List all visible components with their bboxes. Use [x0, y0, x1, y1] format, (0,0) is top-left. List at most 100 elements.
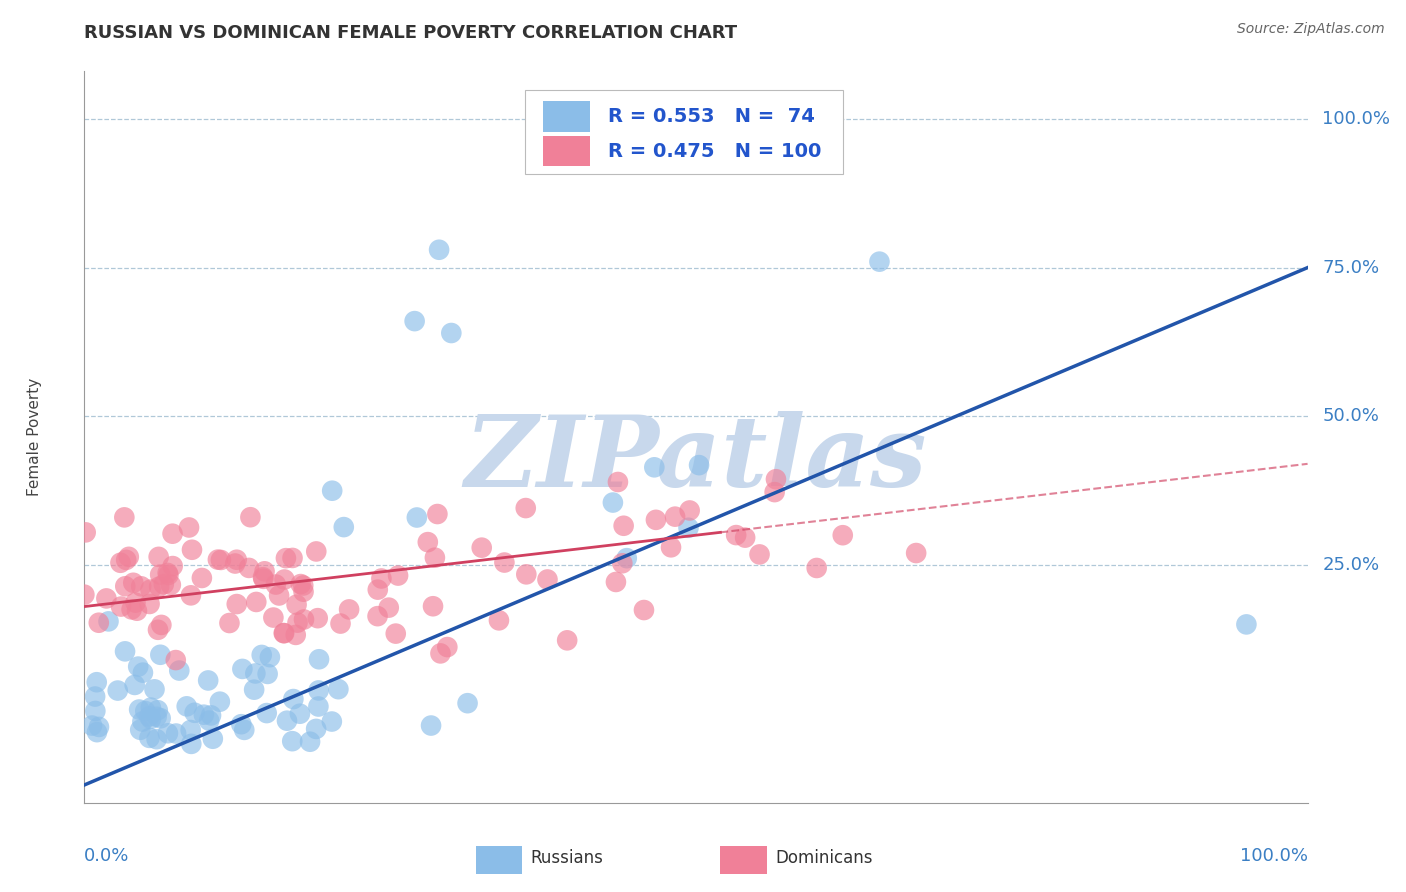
Point	[218, 615, 240, 630]
Point	[307, 611, 329, 625]
Text: ZIPatlas: ZIPatlas	[465, 411, 927, 508]
Point	[152, 577, 174, 591]
Point	[367, 582, 389, 597]
Point	[299, 735, 322, 749]
Point	[748, 548, 770, 562]
Point	[420, 718, 443, 732]
Point	[239, 510, 262, 524]
Point	[256, 667, 278, 681]
Point	[162, 559, 184, 574]
Point	[139, 712, 162, 726]
Point	[200, 708, 222, 723]
Point	[112, 510, 135, 524]
Point	[602, 495, 624, 509]
Point	[328, 682, 350, 697]
Point	[122, 575, 145, 590]
Point	[80, 718, 103, 732]
Point	[292, 612, 315, 626]
Point	[207, 552, 229, 566]
Point	[180, 737, 202, 751]
Point	[269, 589, 291, 603]
Point	[869, 254, 891, 268]
Point	[209, 553, 232, 567]
Point	[75, 525, 97, 540]
Point	[607, 475, 630, 489]
Point	[124, 678, 146, 692]
Point	[180, 723, 202, 737]
Point	[633, 603, 655, 617]
Point	[145, 732, 167, 747]
Point	[110, 599, 132, 614]
Point	[288, 706, 311, 721]
Point	[115, 553, 138, 567]
Text: R = 0.475   N = 100: R = 0.475 N = 100	[607, 142, 821, 161]
Point	[679, 503, 702, 517]
Point	[262, 610, 284, 624]
Point	[96, 591, 118, 606]
Point	[128, 702, 150, 716]
Point	[605, 574, 627, 589]
Point	[274, 551, 297, 566]
Point	[156, 726, 179, 740]
Text: Russians: Russians	[531, 848, 603, 867]
Point	[181, 542, 204, 557]
Point	[763, 485, 786, 500]
Point	[124, 596, 146, 610]
Text: Dominicans: Dominicans	[776, 848, 873, 867]
FancyBboxPatch shape	[543, 102, 589, 132]
Point	[138, 597, 160, 611]
Point	[125, 604, 148, 618]
Point	[197, 673, 219, 688]
Point	[321, 483, 343, 498]
Point	[555, 633, 578, 648]
Point	[725, 528, 748, 542]
Point	[224, 557, 246, 571]
Point	[440, 326, 463, 340]
Text: 75.0%: 75.0%	[1322, 259, 1379, 277]
FancyBboxPatch shape	[720, 846, 766, 874]
Point	[139, 700, 162, 714]
Point	[259, 650, 281, 665]
Point	[488, 613, 510, 627]
Point	[243, 682, 266, 697]
Point	[87, 615, 110, 630]
Point	[308, 683, 330, 698]
Point	[86, 725, 108, 739]
Point	[121, 602, 143, 616]
Point	[107, 683, 129, 698]
Point	[231, 717, 253, 731]
Point	[148, 549, 170, 564]
FancyBboxPatch shape	[475, 846, 522, 874]
Point	[457, 696, 479, 710]
Point	[765, 472, 787, 486]
Point	[287, 615, 309, 630]
FancyBboxPatch shape	[543, 136, 589, 167]
Point	[305, 722, 328, 736]
Point	[806, 561, 828, 575]
Point	[264, 577, 287, 591]
Point	[193, 707, 215, 722]
Point	[114, 644, 136, 658]
Point	[329, 616, 352, 631]
Point	[245, 666, 267, 681]
Point	[238, 561, 260, 575]
Point	[387, 568, 409, 582]
Point	[138, 731, 160, 745]
Point	[143, 682, 166, 697]
Point	[1236, 617, 1258, 632]
Point	[515, 501, 537, 516]
Point	[139, 582, 162, 597]
Point	[416, 535, 439, 549]
Point	[150, 618, 173, 632]
Text: RUSSIAN VS DOMINICAN FEMALE POVERTY CORRELATION CHART: RUSSIAN VS DOMINICAN FEMALE POVERTY CORR…	[84, 24, 738, 42]
Point	[146, 623, 169, 637]
Point	[643, 460, 665, 475]
Point	[118, 549, 141, 564]
Point	[191, 571, 214, 585]
Point	[145, 710, 167, 724]
Point	[377, 600, 399, 615]
Point	[404, 314, 426, 328]
Point	[273, 573, 295, 587]
Point	[405, 510, 427, 524]
FancyBboxPatch shape	[524, 90, 842, 174]
